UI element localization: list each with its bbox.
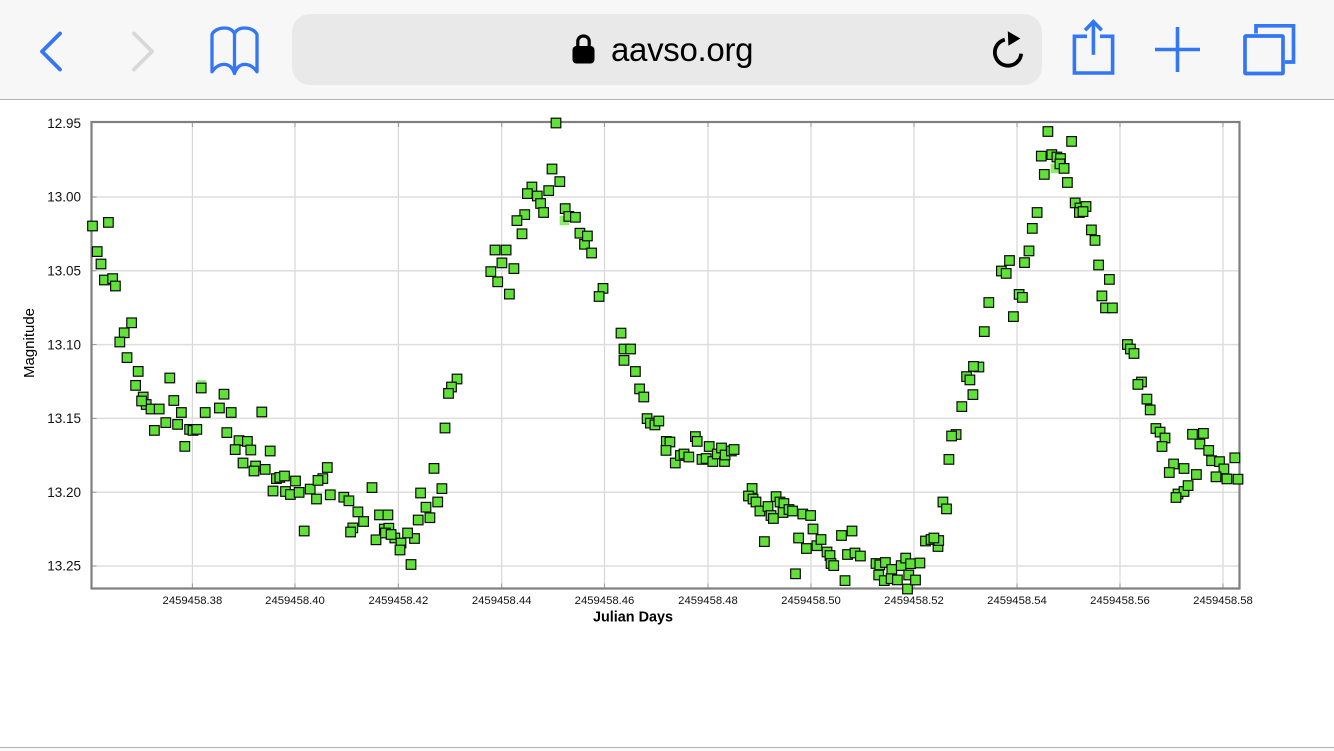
svg-text:Magnitude: Magnitude: [21, 308, 38, 378]
svg-text:2459458.54: 2459458.54: [987, 595, 1047, 607]
svg-text:13.10: 13.10: [47, 337, 81, 352]
svg-text:13.15: 13.15: [47, 411, 81, 426]
svg-text:12.95: 12.95: [47, 116, 81, 131]
svg-text:2459458.58: 2459458.58: [1193, 595, 1253, 607]
svg-text:2459458.46: 2459458.46: [575, 595, 635, 607]
svg-text:2459458.42: 2459458.42: [369, 595, 429, 607]
svg-text:2459458.48: 2459458.48: [678, 595, 738, 607]
svg-text:2459458.56: 2459458.56: [1090, 595, 1150, 607]
svg-text:Julian Days: Julian Days: [593, 610, 673, 626]
svg-text:2459458.40: 2459458.40: [265, 595, 325, 607]
svg-text:13.05: 13.05: [47, 264, 81, 279]
svg-text:2459458.44: 2459458.44: [472, 595, 532, 607]
svg-text:13.25: 13.25: [47, 559, 81, 574]
svg-text:2459458.38: 2459458.38: [163, 595, 223, 607]
svg-text:13.00: 13.00: [47, 190, 81, 205]
svg-text:2459458.52: 2459458.52: [884, 595, 944, 607]
svg-text:2459458.50: 2459458.50: [781, 595, 841, 607]
svg-text:13.20: 13.20: [47, 485, 81, 500]
